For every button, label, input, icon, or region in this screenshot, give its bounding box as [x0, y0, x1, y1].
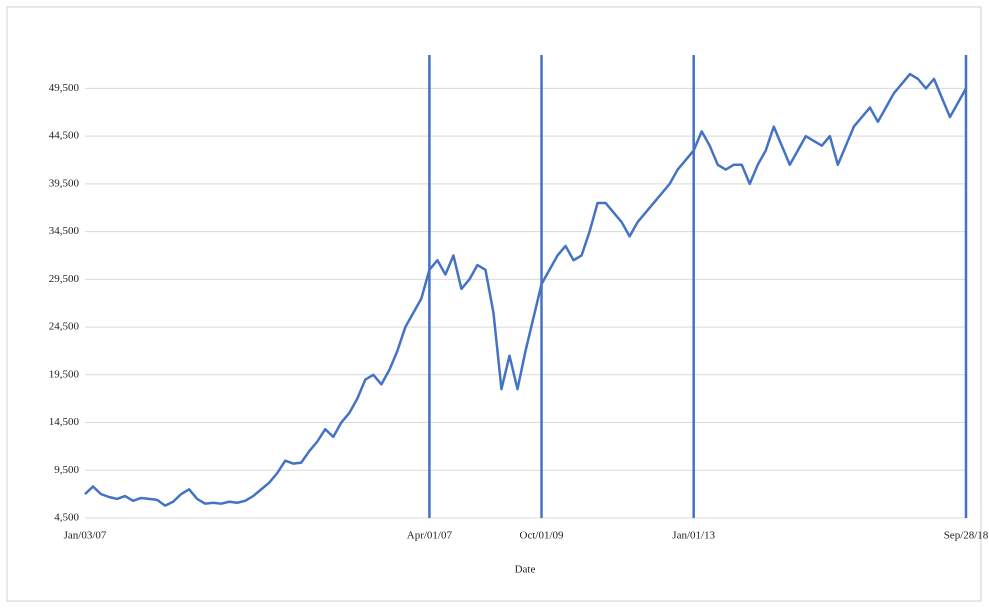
y-tick-label: 34,500	[49, 225, 80, 237]
y-tick-label: 49,500	[49, 82, 80, 94]
x-tick-label: Jan/01/13	[672, 530, 715, 542]
x-tick-label: Apr/01/07	[407, 530, 453, 542]
x-tick-label: Jan/03/07	[64, 530, 107, 542]
x-tick-label: Oct/01/09	[520, 530, 564, 542]
x-tick-label: Sep/28/18	[944, 530, 989, 542]
y-tick-label: 9,500	[54, 464, 79, 476]
y-tick-label: 24,500	[49, 321, 80, 333]
y-tick-label: 44,500	[49, 130, 80, 142]
y-tick-label: 14,500	[49, 416, 80, 428]
y-tick-label: 39,500	[49, 177, 80, 189]
y-tick-label: 29,500	[49, 273, 80, 285]
chart-frame	[6, 6, 982, 602]
x-axis-label: Date	[515, 564, 536, 576]
data-line	[84, 72, 968, 507]
y-tick-label: 19,500	[49, 368, 80, 380]
y-tick-label: 4,500	[54, 512, 79, 524]
